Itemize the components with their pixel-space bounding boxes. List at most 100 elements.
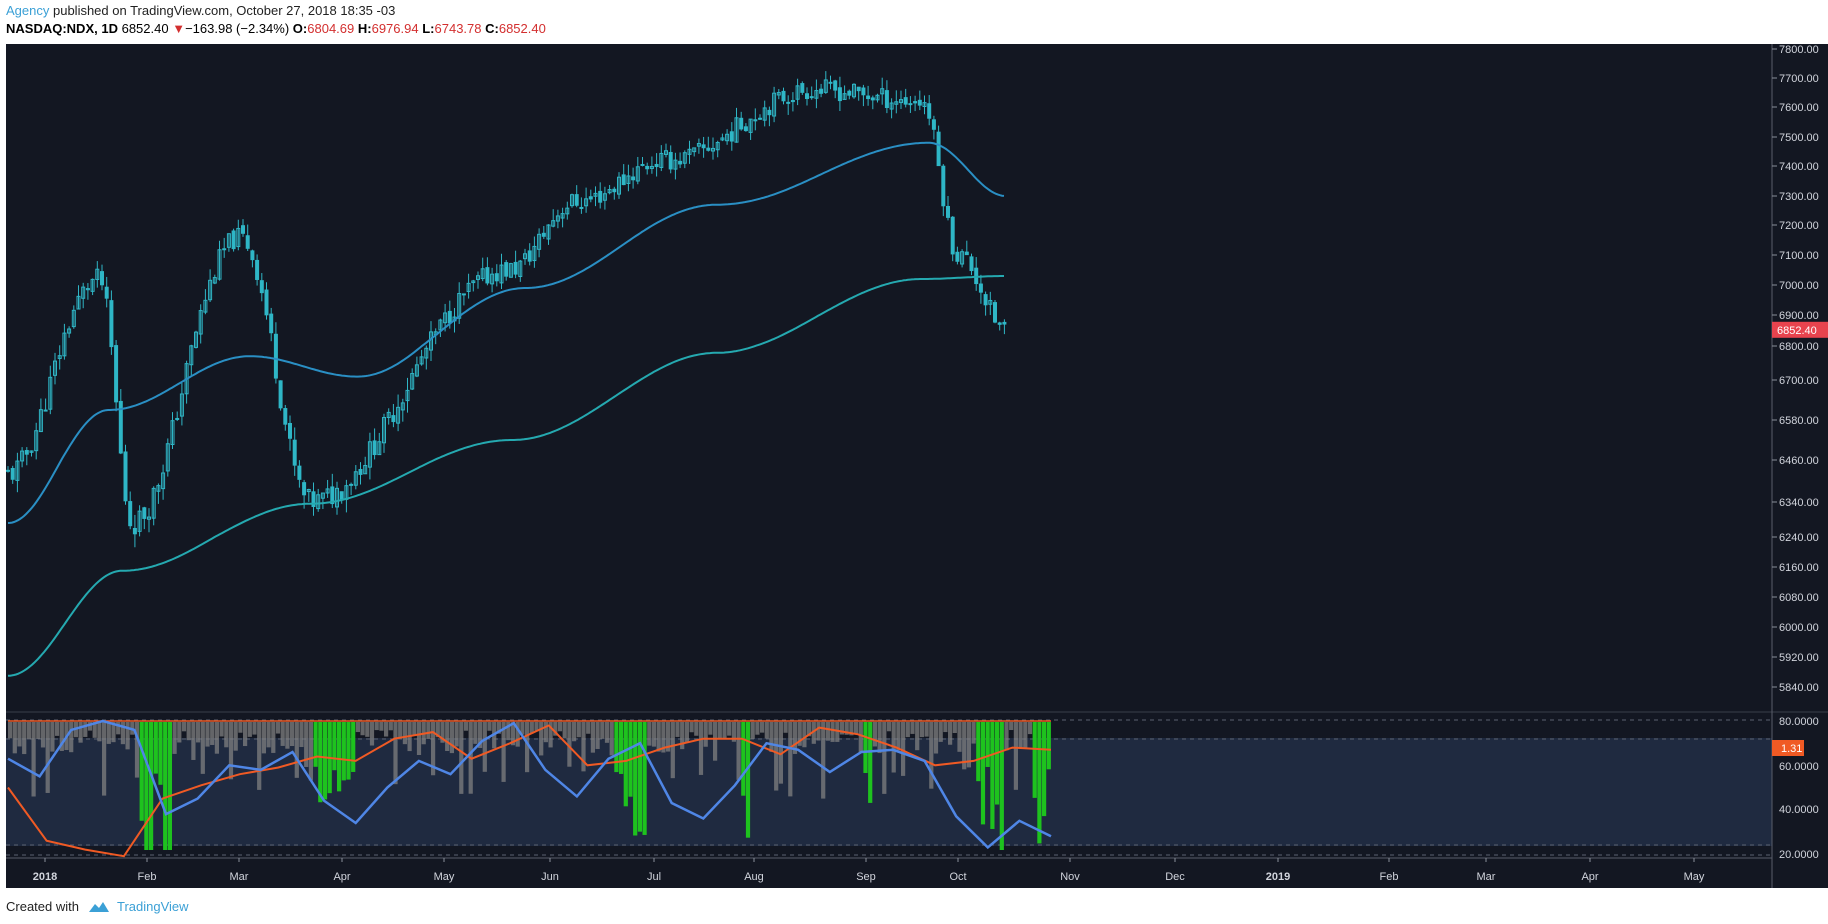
histogram-bar [440,722,445,743]
histogram-bar [304,722,309,767]
tradingview-link[interactable]: TradingView [116,899,189,914]
histogram-bar [863,722,868,774]
candle-body [367,441,372,468]
candle-body [964,251,969,256]
candle-body [95,268,100,280]
candle-body [90,278,95,292]
high-label: H: [357,21,372,36]
candle-body [560,213,565,219]
histogram-bar [243,722,248,747]
candle-body [156,485,161,492]
candle-body [645,165,650,170]
histogram-bar [402,722,407,745]
candle-body [687,148,692,155]
candle-body [410,373,415,390]
candle-body [306,489,311,493]
histogram-bar [313,722,318,767]
candle-body [485,267,490,284]
price-tick-label: 5920.00 [1779,652,1819,664]
candle-body [692,147,697,153]
histogram-bar [322,722,328,800]
candle-body [273,333,278,379]
histogram-bar [177,722,182,743]
histogram-bar [1042,722,1047,817]
histogram-bar [134,722,140,778]
candle-body [673,159,678,170]
candle-body [151,487,156,519]
histogram-bar [515,722,520,747]
candle-body [908,103,913,106]
ma-slow-line [7,275,1004,677]
histogram-bar [849,722,854,736]
histogram-bar [97,722,102,742]
candle-body [109,300,114,348]
histogram-bar [764,722,769,739]
histogram-bar [713,722,718,761]
histogram-bar [252,722,257,735]
candle-body [363,465,368,475]
histogram-bar [69,722,74,753]
author-link[interactable]: Agency [6,3,50,18]
symbol-ohlc-line: NASDAQ:NDX, 1D 6852.40 ▼−163.98 (−2.34%)… [6,21,546,36]
histogram-bar [379,722,384,731]
histogram-bar [257,722,262,790]
triangle-down-icon: ▼ [172,21,186,36]
candle-body [852,83,856,98]
histogram-bar [219,722,224,737]
oscillator-last-tag-text: 1.31 [1781,743,1802,755]
osc-tick-label: 40.0000 [1779,804,1819,816]
candle-body [786,101,791,104]
histogram-bar [604,722,610,743]
histogram-bar [482,722,487,772]
histogram-bar [224,722,229,748]
histogram-bar [868,722,873,803]
histogram-bar [792,722,798,754]
candle-body [950,216,955,255]
candle-body [137,510,142,532]
histogram-bar [623,722,628,807]
histogram-bar [882,722,887,794]
candle-body [170,420,175,446]
histogram-bar [661,722,666,753]
histogram-bar [8,722,13,739]
candle-body [358,468,363,475]
time-tick-label: Feb [138,871,157,883]
price-tick-label: 7700.00 [1779,73,1819,85]
oscillator-band [6,738,1772,846]
change-value: −163.98 (−2.34%) [185,21,290,36]
candle-body [922,102,927,108]
candle-body [236,227,241,248]
candle-body [325,488,330,494]
candle-body [626,175,631,184]
histogram-bar [445,722,450,751]
candle-body [179,393,184,417]
candle-body [67,328,72,334]
time-tick-label: Apr [1581,871,1598,883]
histogram-bar [1013,722,1018,790]
histogram-bar [999,722,1004,850]
histogram-bar [722,722,727,739]
histogram-bar [567,722,572,767]
histogram-bar [915,722,920,751]
candle-body [997,322,1002,325]
histogram-bar [553,722,558,736]
price-tick-label: 6800.00 [1779,341,1819,353]
candle-body [861,87,866,96]
candle-body [480,268,485,280]
candle-body [1002,321,1007,325]
histogram-bar [92,722,97,738]
candle-body [654,163,659,168]
histogram-bar [271,722,276,753]
histogram-bar [995,722,1000,805]
candle-body [114,345,119,403]
histogram-bar [666,722,671,752]
candle-body [748,118,753,133]
histogram-bar [797,722,802,746]
last-price-tag: 6852.40 [1772,321,1828,338]
histogram-bar [31,722,36,797]
histogram-bar [576,722,581,738]
candle-body [814,90,819,99]
histogram-bar [1027,722,1033,735]
histogram-bar [698,722,704,775]
